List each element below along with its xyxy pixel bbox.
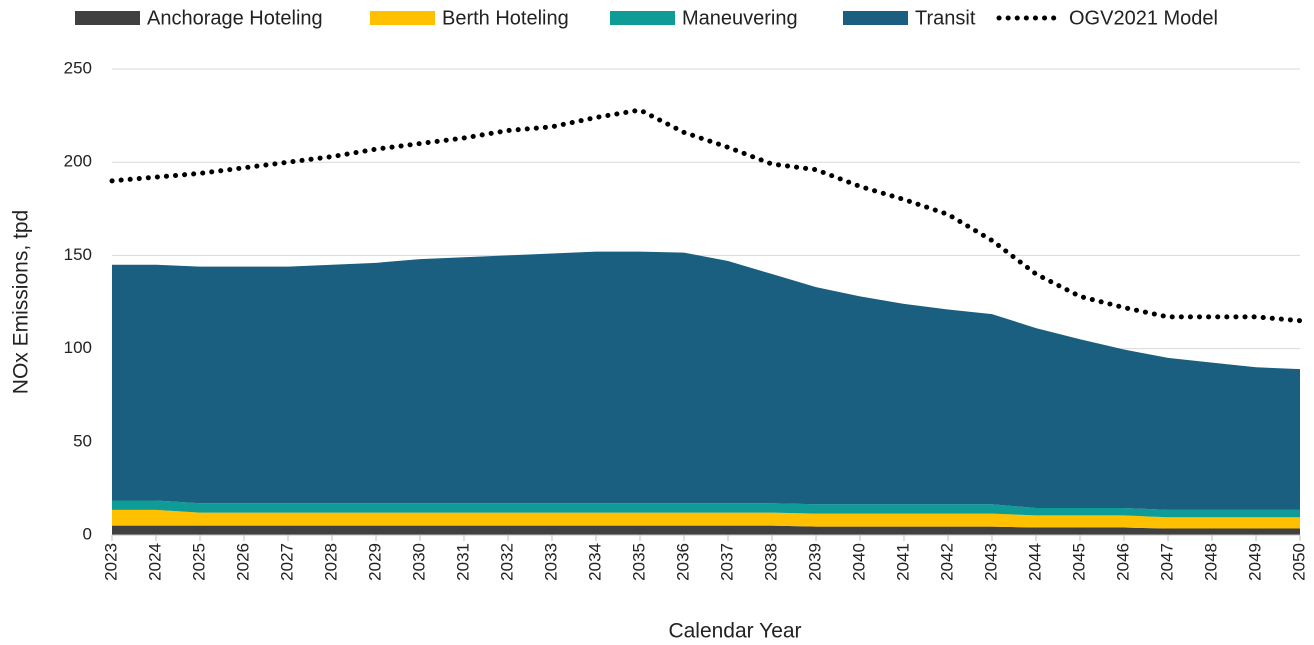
x-tick-label: 2026 — [233, 543, 252, 581]
legend-swatch — [610, 11, 675, 25]
x-tick-label: 2041 — [893, 543, 912, 581]
legend-label: Berth Hoteling — [442, 7, 569, 29]
area — [112, 251, 1300, 510]
area — [112, 525, 1300, 535]
legend-swatch — [370, 11, 435, 25]
x-tick-label: 2023 — [101, 543, 120, 581]
line — [109, 107, 1303, 324]
legend-label: OGV2021 Model — [1069, 7, 1218, 29]
y-tick-label: 50 — [73, 431, 92, 450]
x-tick-label: 2039 — [805, 543, 824, 581]
x-tick-label: 2030 — [409, 543, 428, 581]
x-tick-label: 2045 — [1069, 543, 1088, 581]
legend-swatch — [75, 11, 140, 25]
x-tick-label: 2038 — [761, 543, 780, 581]
x-tick-label: 2034 — [585, 543, 604, 581]
x-tick-label: 2043 — [981, 543, 1000, 581]
legend-label: Maneuvering — [682, 7, 798, 29]
y-tick-label: 250 — [64, 58, 92, 77]
x-tick-label: 2036 — [673, 543, 692, 581]
x-tick-label: 2031 — [453, 543, 472, 581]
y-tick-label: 100 — [64, 338, 92, 357]
y-tick-label: 0 — [83, 524, 92, 543]
x-tick-label: 2050 — [1289, 543, 1308, 581]
x-tick-label: 2040 — [849, 543, 868, 581]
x-tick-label: 2049 — [1245, 543, 1264, 581]
legend-label: Anchorage Hoteling — [147, 7, 323, 29]
x-tick-label: 2048 — [1201, 543, 1220, 581]
y-tick-label: 150 — [64, 245, 92, 264]
x-tick-label: 2027 — [277, 543, 296, 581]
legend-swatch — [843, 11, 908, 25]
x-tick-label: 2042 — [937, 543, 956, 581]
area — [112, 509, 1300, 529]
y-axis-title: NOx Emissions, tpd — [10, 210, 33, 394]
x-tick-label: 2024 — [145, 543, 164, 581]
x-tick-label: 2046 — [1113, 543, 1132, 581]
x-tick-label: 2032 — [497, 543, 516, 581]
x-tick-label: 2044 — [1025, 543, 1044, 581]
x-tick-label: 2037 — [717, 543, 736, 581]
x-tick-label: 2025 — [189, 543, 208, 581]
x-tick-label: 2047 — [1157, 543, 1176, 581]
x-tick-label: 2028 — [321, 543, 340, 581]
area — [112, 500, 1300, 518]
x-tick-label: 2029 — [365, 543, 384, 581]
legend-label: Transit — [915, 7, 976, 29]
x-axis-title: Calendar Year — [668, 620, 801, 643]
x-tick-label: 2035 — [629, 543, 648, 581]
y-tick-label: 200 — [64, 152, 92, 171]
x-tick-label: 2033 — [541, 543, 560, 581]
